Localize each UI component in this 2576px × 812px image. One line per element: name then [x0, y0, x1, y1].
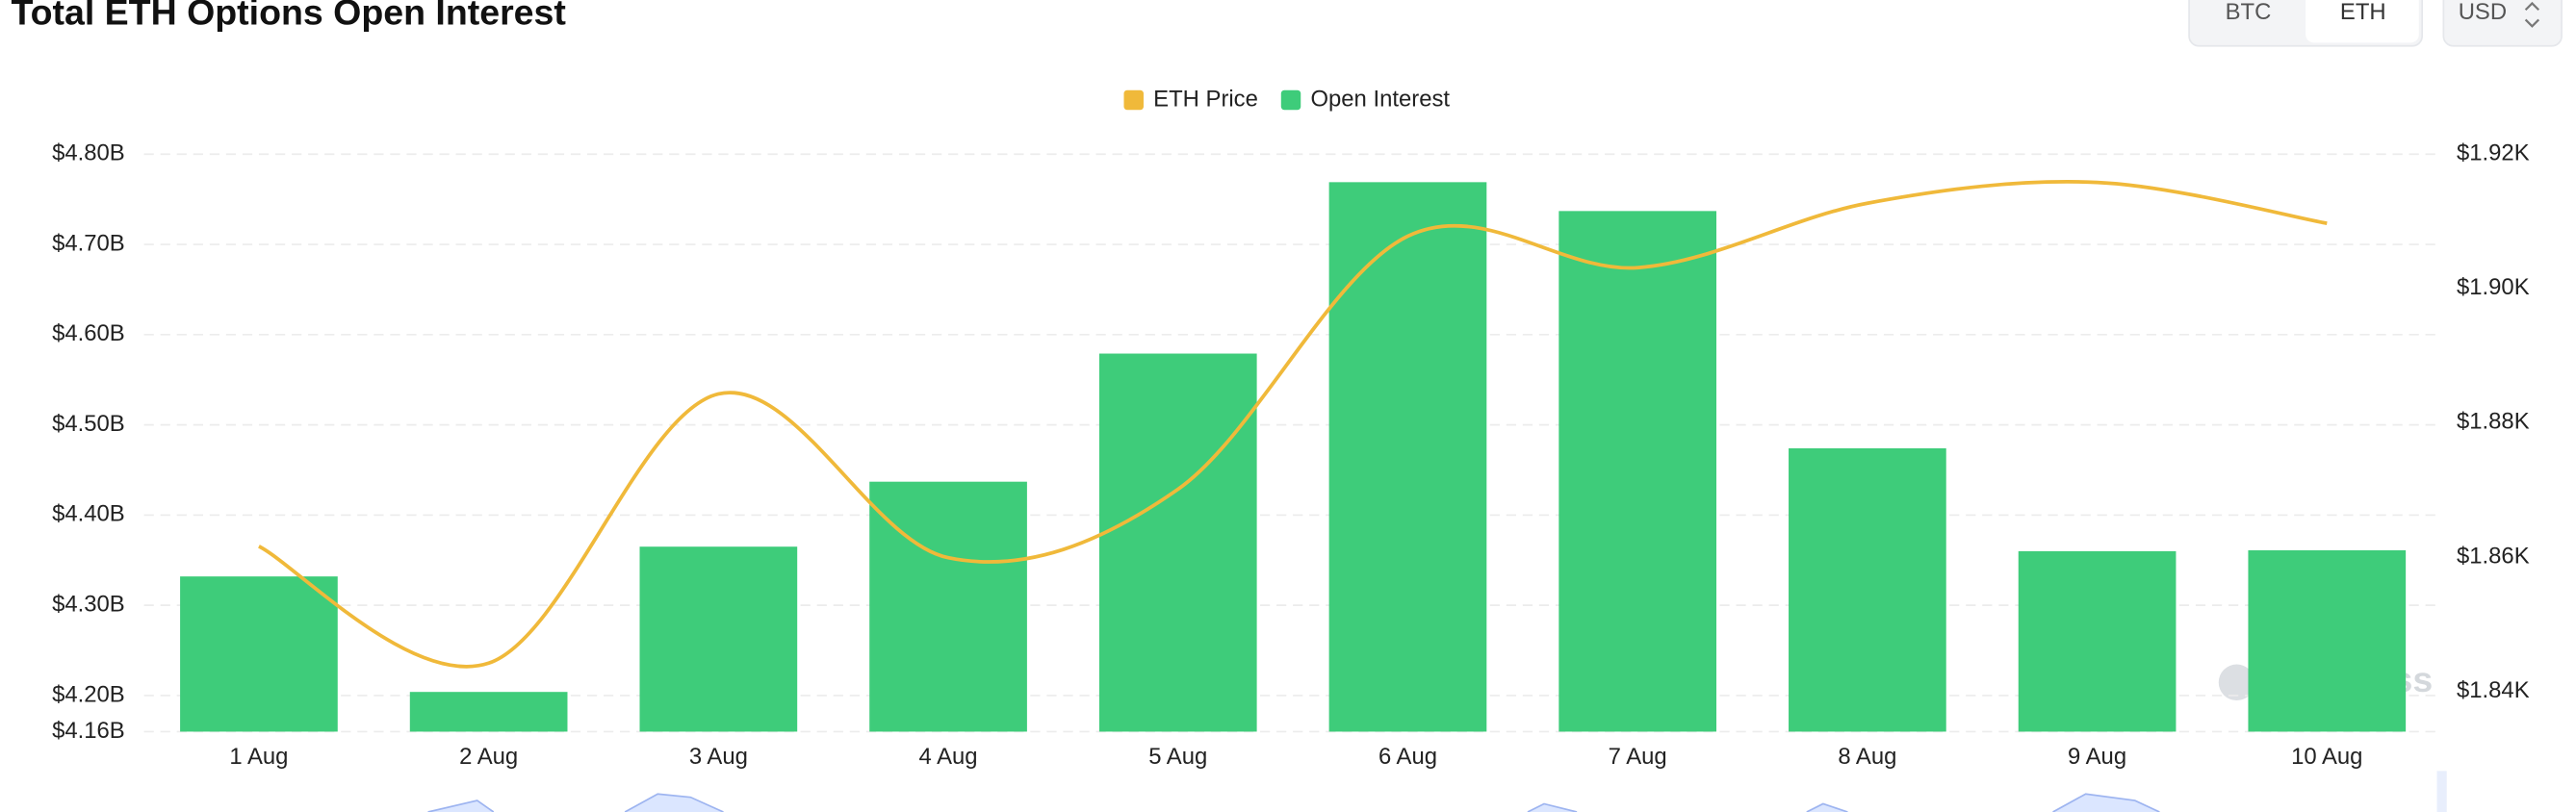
bar	[1328, 182, 1487, 732]
y-tick-label: $4.50B	[52, 411, 125, 437]
minimap	[427, 793, 2160, 812]
x-tick-label: 7 Aug	[1609, 744, 1667, 770]
y-tick-label: $4.16B	[52, 718, 125, 744]
chart-title: Total ETH Options Open Interest	[11, 0, 566, 32]
bar	[1098, 353, 1257, 732]
legend-label[interactable]: ETH Price	[1153, 86, 1258, 112]
y2-tick-label: $1.86K	[2457, 543, 2530, 569]
x-tick-label: 5 Aug	[1148, 744, 1207, 770]
legend-swatch	[1280, 89, 1301, 111]
y-tick-label: $4.60B	[52, 320, 125, 346]
select-arrows	[2524, 1, 2540, 28]
x-tick-label: 8 Aug	[1838, 744, 1896, 770]
legend-swatch	[1123, 89, 1144, 111]
y2-tick-label: $1.90K	[2457, 274, 2530, 300]
y-tick-label: $4.80B	[52, 140, 125, 166]
active-tab	[2306, 0, 2419, 43]
currency-label[interactable]: USD	[2459, 0, 2507, 25]
y-tick-label: $4.30B	[52, 591, 125, 617]
minimap-handle	[2436, 771, 2447, 812]
y2-tick-label: $1.88K	[2457, 409, 2530, 435]
y-tick-label: $4.40B	[52, 501, 125, 527]
currency-select[interactable]	[2442, 0, 2563, 47]
bar	[869, 481, 1027, 732]
x-tick-label: 10 Aug	[2291, 744, 2362, 770]
price-line	[258, 180, 2328, 669]
bar	[180, 576, 338, 732]
x-tick-label: 1 Aug	[229, 744, 288, 770]
eth-button[interactable]: ETH	[2340, 0, 2386, 25]
bar	[1789, 447, 1946, 732]
y-tick-label: $4.20B	[52, 681, 125, 707]
y2-tick-label: $1.92K	[2457, 140, 2530, 166]
btc-button[interactable]: BTC	[2226, 0, 2272, 25]
bar	[639, 546, 798, 732]
x-tick-label: 6 Aug	[1378, 744, 1437, 770]
bar	[409, 692, 568, 732]
legend-label[interactable]: Open Interest	[1310, 86, 1450, 112]
y2-tick-label: $1.84K	[2457, 677, 2530, 703]
bar	[2018, 550, 2177, 732]
x-tick-label: 4 Aug	[919, 744, 978, 770]
x-tick-label: 3 Aug	[689, 744, 748, 770]
bar	[1558, 211, 1717, 732]
y-tick-label: $4.70B	[52, 230, 125, 256]
bar	[2248, 549, 2407, 732]
x-tick-label: 2 Aug	[459, 744, 518, 770]
x-tick-label: 9 Aug	[2068, 744, 2126, 770]
watermark-logo	[2218, 664, 2255, 701]
